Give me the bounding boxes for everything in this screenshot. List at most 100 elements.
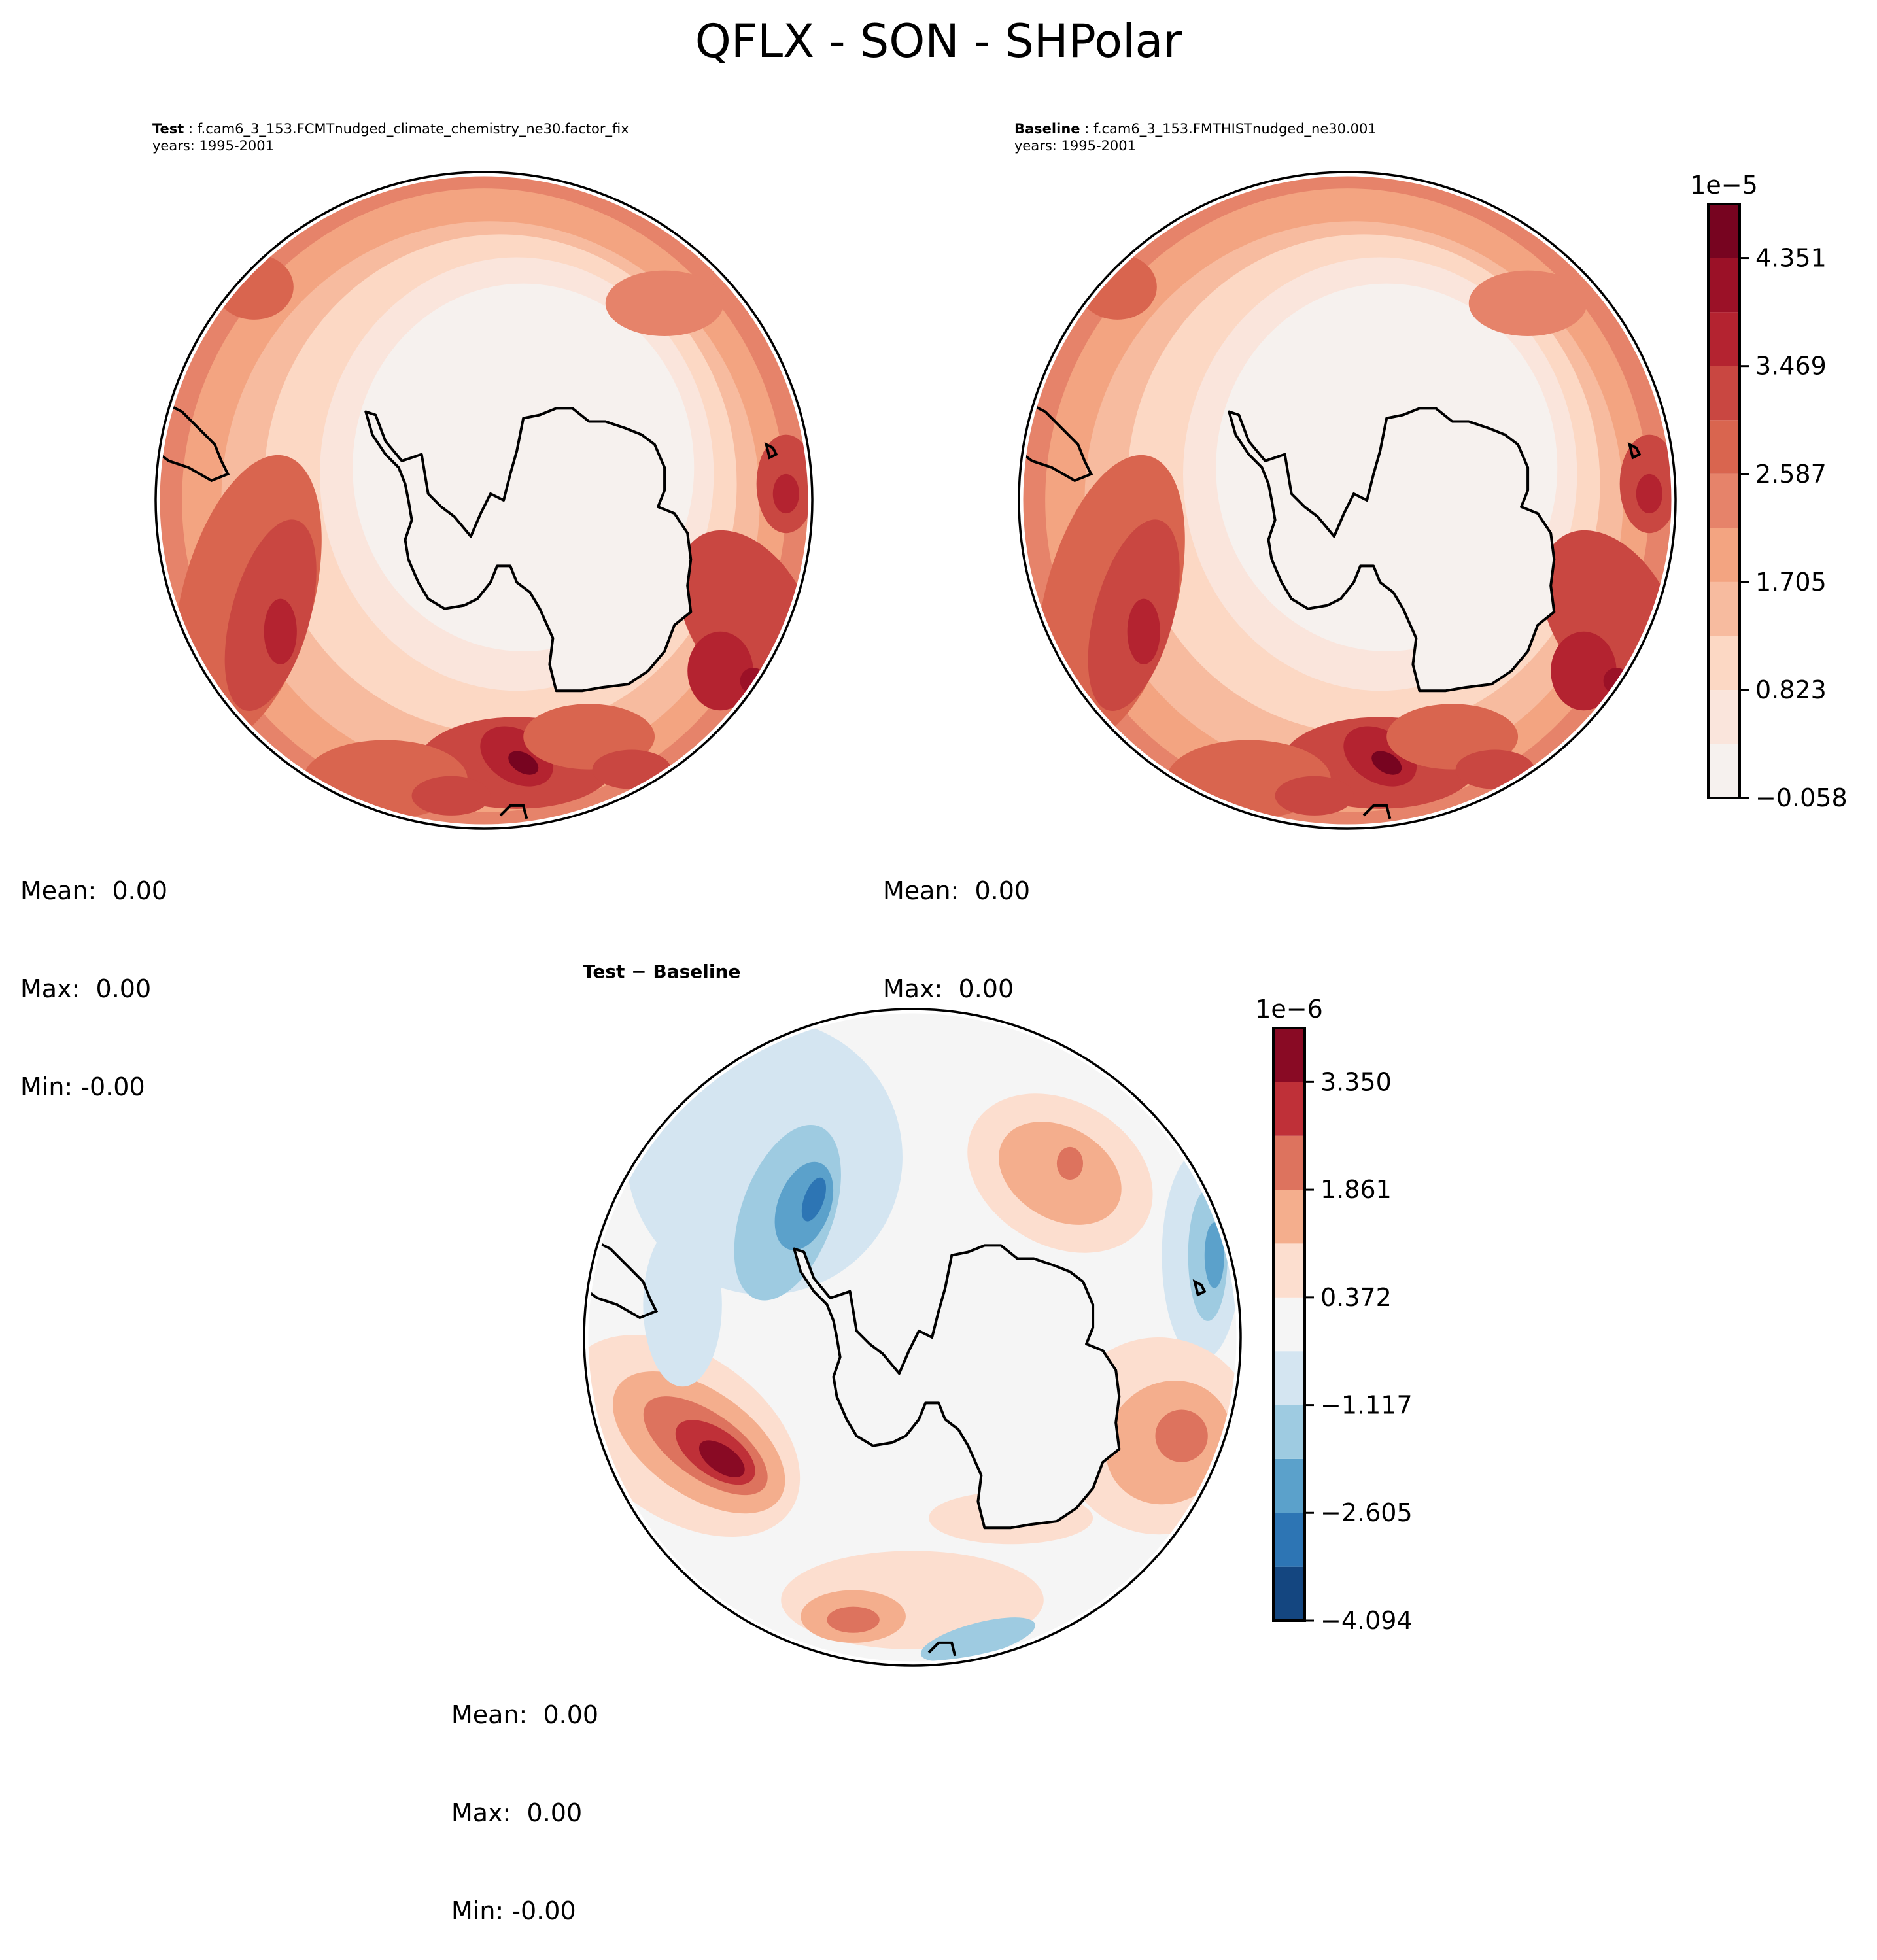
colorbar-segment	[1273, 1190, 1305, 1244]
baseline-stat-mean: Mean: 0.00	[883, 876, 1031, 905]
colorbar-segment	[1273, 1513, 1305, 1567]
baseline-stat-max: Max: 0.00	[883, 974, 1014, 1003]
contour-region	[264, 598, 297, 664]
colorbar-segment	[1273, 1028, 1305, 1082]
contour-region	[698, 1440, 745, 1478]
colorbar-segment	[1708, 744, 1740, 798]
colorbar-segment	[1273, 1458, 1305, 1513]
contour-region	[772, 473, 799, 514]
colorbar-tick-label: 2.587	[1755, 460, 1827, 489]
contour-region	[1468, 270, 1587, 336]
contour-region	[215, 254, 294, 320]
baseline-label-bold: Baseline	[1014, 121, 1080, 137]
colorbar-segment	[1273, 1351, 1305, 1405]
contour-region	[920, 1617, 1035, 1662]
contour-region	[1204, 1222, 1224, 1288]
contour-region	[1155, 1409, 1208, 1462]
island-coastline	[764, 441, 778, 460]
contour-region	[508, 751, 539, 775]
map-boundary	[154, 171, 814, 830]
map-boundary	[1018, 171, 1677, 830]
south-america-coastline	[584, 1237, 659, 1320]
map-inner-ring	[156, 173, 812, 828]
map-field	[1019, 172, 1676, 829]
contour-region	[411, 776, 491, 816]
test-stats: Mean: 0.00 Max: 0.00 Min: -0.00	[20, 809, 167, 1136]
colorbar-outline	[1707, 203, 1741, 799]
diff-stat-mean: Mean: 0.00	[451, 1700, 599, 1729]
colorbar-segment	[1708, 204, 1740, 258]
test-years: years: 1995-2001	[152, 138, 275, 154]
contour-region	[1078, 254, 1157, 320]
test-label-sep: :	[184, 121, 198, 137]
contour-region	[1275, 776, 1354, 816]
map-inner-ring	[1020, 173, 1675, 828]
colorbar-segment	[1273, 1082, 1305, 1136]
colorbar-tick-label: −0.058	[1755, 783, 1848, 812]
colorbar-tick-label: −2.605	[1320, 1498, 1413, 1527]
colorbar-tick-label: 0.823	[1755, 676, 1827, 704]
colorbar-multiplier: 1e−5	[1690, 171, 1758, 199]
test-case-name: f.cam6_3_153.FCMTnudged_climate_chemistr…	[197, 121, 629, 137]
diff-title: Test − Baseline	[583, 961, 741, 982]
test-case-label: Test : f.cam6_3_153.FCMTnudged_climate_c…	[152, 120, 629, 154]
colorbar-segment	[1708, 581, 1740, 636]
colorbar-tick-label: 1.861	[1320, 1175, 1392, 1204]
colorbar-segment	[1273, 1243, 1305, 1298]
antarctica-coastline	[1228, 407, 1556, 693]
colorbar-tick-label: 3.350	[1320, 1067, 1392, 1096]
figure-canvas: −0.058 0.823 1.705 2.587 3.469 4.351 1e−5 −4.0…	[154, 171, 1848, 1667]
contour-region	[1127, 598, 1160, 664]
colorbar-segment	[1708, 473, 1740, 528]
figure-title: QFLX - SON - SHPolar	[695, 14, 1182, 68]
map-field	[156, 172, 812, 829]
colorbar-segment	[1273, 1405, 1305, 1459]
colorbar-segment	[1708, 690, 1740, 744]
island-coastline	[1627, 441, 1642, 460]
south-america-coastline	[1019, 400, 1093, 483]
island-coastline	[927, 1641, 957, 1657]
contour-region	[605, 270, 724, 336]
colorbar-segment	[1708, 636, 1740, 691]
island-coastline	[499, 804, 528, 819]
contour-region	[1056, 1146, 1084, 1180]
test-stat-mean: Mean: 0.00	[20, 876, 168, 905]
test-label-bold: Test	[152, 121, 184, 137]
colorbar-segment	[1273, 1135, 1305, 1190]
test-polar-map	[154, 171, 814, 830]
colorbar-tick-label: 0.372	[1320, 1283, 1392, 1312]
contour-region	[1551, 631, 1617, 711]
diff-stat-min: Min: -0.00	[451, 1897, 576, 1925]
map-boundary	[583, 1008, 1242, 1667]
test-stat-min: Min: -0.00	[20, 1073, 145, 1101]
colorbar-segment	[1708, 528, 1740, 582]
colorbar-tick-label: 4.351	[1755, 244, 1827, 273]
map-field	[584, 1009, 1241, 1666]
contour-region	[1455, 749, 1535, 789]
colorbar-tick-label: 1.705	[1755, 568, 1827, 596]
contour-region	[643, 1222, 722, 1387]
colorbar-segment	[1708, 258, 1740, 313]
diff-polar-map	[583, 1008, 1242, 1667]
colorbar-segment	[1273, 1297, 1305, 1352]
island-coastline	[1362, 804, 1392, 819]
colorbar-tick-label: −1.117	[1320, 1391, 1413, 1420]
island-coastline	[1192, 1279, 1207, 1297]
map-inner-ring	[585, 1010, 1240, 1665]
baseline-label-sep: :	[1080, 121, 1093, 137]
contour-region	[592, 749, 672, 789]
contour-region	[687, 631, 753, 711]
colorbar-outline	[1272, 1027, 1306, 1622]
contour-region	[1636, 473, 1662, 514]
baseline-years: years: 1995-2001	[1014, 138, 1137, 154]
colorbar-tick-label: 3.469	[1755, 352, 1827, 381]
colorbar-multiplier: 1e−6	[1255, 995, 1323, 1023]
contour-region	[801, 1177, 826, 1222]
colorbar-tick-label: −4.094	[1320, 1606, 1413, 1635]
contour-region	[1371, 751, 1402, 775]
colorbar-segment	[1708, 312, 1740, 366]
antarctica-coastline	[364, 407, 693, 693]
colorbar-absolute: −0.058 0.823 1.705 2.587 3.469 4.351 1e−5	[1690, 171, 1847, 812]
south-america-coastline	[156, 400, 230, 483]
baseline-case-name: f.cam6_3_153.FMTHISTnudged_ne30.001	[1093, 121, 1377, 137]
